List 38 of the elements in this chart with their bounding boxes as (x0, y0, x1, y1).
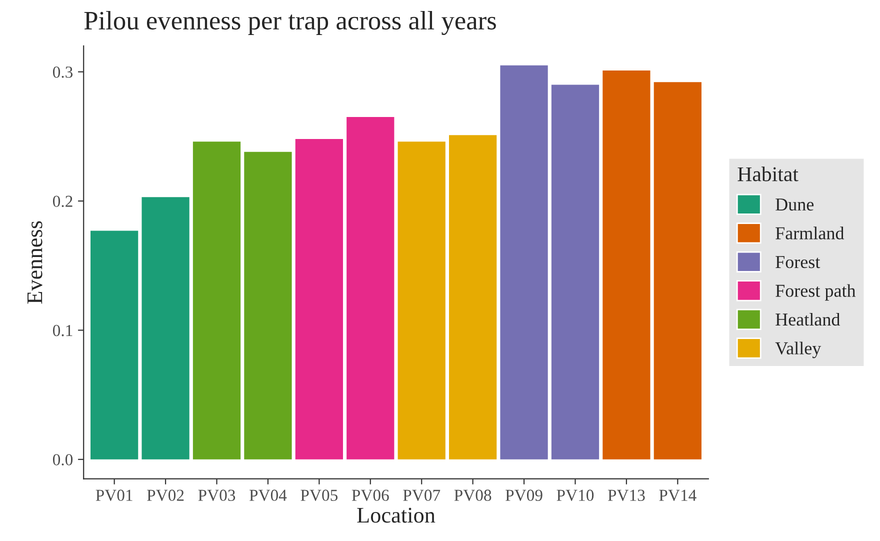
legend-label: Dune (776, 198, 814, 211)
legend-label: Forest (776, 256, 820, 268)
x-tick-label: PV03 (198, 490, 236, 502)
y-axis-title: Evenness (28, 221, 42, 304)
x-tick-label: PV02 (147, 490, 184, 502)
y-tick-label: 0.3 (52, 66, 73, 78)
legend-label: Farmland (776, 226, 844, 240)
legend-title: Habitat (738, 166, 798, 182)
x-tick-label: PV08 (454, 490, 492, 502)
bar (398, 142, 446, 460)
x-tick-label: PV04 (249, 490, 287, 502)
x-tick-label: PV05 (300, 490, 338, 502)
y-tick-label: 0.1 (52, 324, 72, 336)
x-tick-label: PV10 (556, 490, 594, 502)
x-tick-label: PV07 (403, 490, 440, 502)
bar (295, 139, 343, 460)
bar (602, 70, 650, 460)
chart-title: Pilou evenness per trap across all years (84, 11, 496, 36)
x-tick-label: PV14 (659, 490, 696, 502)
bar (551, 84, 600, 460)
bar (90, 230, 138, 460)
bar (192, 142, 241, 460)
y-tick-label: 0.2 (52, 196, 72, 208)
x-axis-title: Location (357, 508, 436, 523)
y-tick-label: 0.0 (52, 454, 73, 466)
bar (654, 82, 702, 460)
bar (346, 117, 394, 460)
x-tick-label: PV06 (352, 490, 389, 502)
x-tick-label: PV01 (96, 490, 132, 502)
legend-label: Heatland (776, 312, 840, 326)
bar (449, 135, 497, 460)
legend-label: Forest path (776, 284, 856, 301)
x-tick-label: PV09 (506, 490, 542, 502)
x-tick-label: PV13 (608, 490, 645, 502)
legend-label: Valley (775, 342, 822, 358)
bar (142, 197, 190, 460)
bar (244, 152, 292, 460)
bar (500, 65, 548, 460)
